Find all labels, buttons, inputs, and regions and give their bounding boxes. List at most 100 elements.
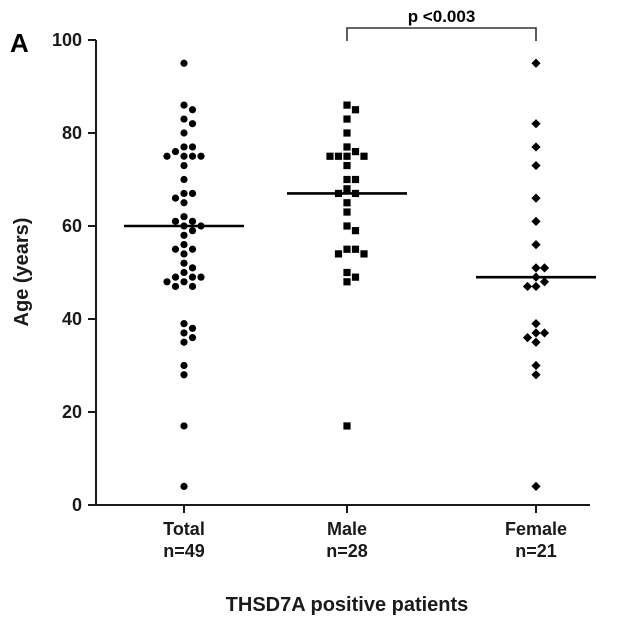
y-axis-title: Age (years) [11, 218, 33, 327]
x-tick-n-label: n=49 [163, 541, 205, 561]
data-point-female [539, 277, 550, 287]
data-point-total [188, 189, 197, 198]
data-point-total [180, 115, 188, 123]
x-tick-label: Male [327, 519, 367, 539]
data-point-male [351, 148, 360, 156]
x-tick-n-label: n=21 [515, 541, 557, 561]
data-point-male [343, 422, 351, 430]
data-point-male [343, 129, 351, 137]
data-point-total [180, 278, 188, 286]
data-point-total [188, 324, 197, 332]
data-point-male [351, 106, 360, 114]
data-point-male [334, 152, 343, 160]
data-points [163, 58, 550, 491]
data-point-total [188, 273, 197, 281]
data-point-male [343, 199, 351, 207]
data-point-total [188, 106, 197, 114]
data-point-male [343, 222, 351, 230]
data-point-male [360, 152, 368, 160]
data-point-total [180, 241, 188, 249]
data-point-male [351, 175, 360, 184]
x-tick-n-label: n=28 [326, 541, 368, 561]
y-tick-label: 0 [72, 495, 82, 515]
data-point-total [180, 143, 188, 151]
data-point-female [531, 216, 541, 226]
data-point-male [351, 245, 360, 253]
data-point-female [531, 193, 541, 203]
y-tick-label: 80 [62, 123, 82, 143]
x-tick-label: Female [505, 519, 567, 539]
data-point-total [171, 148, 180, 156]
data-point-total [188, 152, 197, 160]
data-point-male [343, 245, 351, 253]
data-point-total [188, 217, 197, 225]
data-point-female [531, 481, 541, 491]
data-point-total [180, 101, 188, 109]
data-point-female [531, 160, 541, 171]
data-point-female [539, 263, 550, 273]
data-point-total [188, 282, 197, 291]
data-point-total [180, 268, 188, 277]
data-point-male [343, 161, 351, 170]
data-point-female [531, 142, 541, 152]
y-tick-label: 40 [62, 309, 82, 329]
data-point-total [188, 227, 197, 235]
data-point-male [326, 152, 334, 160]
data-point-female [531, 58, 541, 68]
data-point-male [343, 143, 351, 151]
data-point-male [343, 208, 351, 216]
significance-bracket-line [346, 27, 537, 41]
significance-label: p <0.003 [408, 7, 476, 26]
data-point-total [171, 194, 180, 202]
significance-bracket: p <0.003 [346, 7, 537, 41]
data-point-male [343, 185, 351, 193]
data-point-female [531, 328, 541, 338]
data-point-total [180, 129, 188, 137]
x-axis-title: THSD7A positive patients [226, 594, 469, 616]
data-point-total [180, 338, 188, 346]
data-point-total [180, 213, 188, 221]
data-point-male [343, 175, 351, 184]
data-point-total [180, 231, 188, 239]
data-point-total [180, 250, 188, 258]
y-tick-label: 100 [52, 30, 82, 50]
data-point-total [188, 143, 197, 151]
data-point-male [343, 152, 351, 160]
median-lines [124, 192, 596, 279]
data-point-total [197, 273, 205, 281]
data-point-male [343, 278, 351, 286]
y-axis-ticks: 0 20 40 60 80 100 [52, 30, 96, 515]
data-point-total [180, 422, 188, 430]
data-point-total [180, 320, 188, 328]
data-point-male [334, 250, 343, 258]
data-point-total [180, 152, 188, 160]
y-tick-label: 20 [62, 402, 82, 422]
data-point-male [343, 101, 351, 109]
data-point-male [351, 273, 360, 281]
data-point-total [180, 482, 188, 490]
data-point-total [171, 245, 180, 253]
data-point-female [531, 337, 541, 347]
data-point-total [171, 273, 180, 281]
data-point-total [180, 259, 188, 267]
data-point-total [188, 120, 197, 128]
data-point-total [180, 199, 188, 207]
data-point-female [531, 370, 541, 380]
data-point-total [180, 361, 188, 370]
y-tick-label: 60 [62, 216, 82, 236]
data-point-female [539, 328, 550, 338]
data-point-female [531, 240, 541, 250]
data-point-female [522, 333, 533, 343]
data-point-female [531, 263, 541, 273]
data-point-total [180, 175, 188, 184]
data-point-total [180, 59, 188, 67]
data-point-total [180, 161, 188, 170]
data-point-total [163, 278, 171, 286]
data-point-female [531, 360, 541, 371]
data-point-male [360, 250, 368, 258]
data-point-total [188, 334, 197, 342]
data-point-total [180, 371, 188, 379]
data-point-female [522, 281, 533, 292]
